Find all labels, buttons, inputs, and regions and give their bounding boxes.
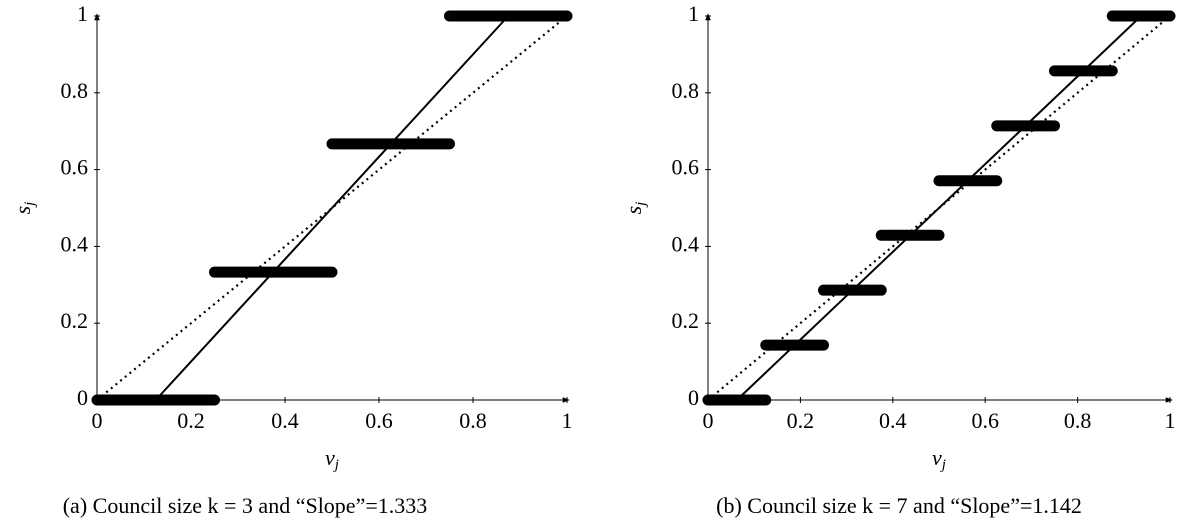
y-tick-label: 0.8 <box>672 78 700 103</box>
y-tick-label: 0.6 <box>61 155 89 180</box>
y-tick-label: 0 <box>688 385 699 410</box>
series-solid <box>155 15 509 401</box>
axis-label-main: v <box>325 445 335 470</box>
series-dotted <box>96 15 568 401</box>
y-tick-label: 1 <box>688 1 699 26</box>
axis-label: vj <box>932 445 946 473</box>
axis-label-sub: j <box>333 457 339 473</box>
axis-label-sub: j <box>22 202 38 208</box>
y-tick-label: 0 <box>77 385 88 410</box>
axis-label: sj <box>10 202 38 215</box>
y-tick-label: 0.2 <box>61 308 89 333</box>
caption: (a) Council size k = 3 and “Slope”=1.333 <box>63 493 428 518</box>
x-tick-label: 0.4 <box>879 408 907 433</box>
y-tick-label: 0.2 <box>672 308 700 333</box>
axis-label-main: s <box>621 206 646 215</box>
y-tick-label: 0.4 <box>672 231 700 256</box>
axis-label-main: v <box>932 445 942 470</box>
x-tick-label: 1 <box>562 408 573 433</box>
axis-label-sub: j <box>633 202 649 208</box>
y-tick-label: 0.6 <box>672 155 700 180</box>
y-tick-label: 1 <box>77 1 88 26</box>
axis-label: vj <box>325 445 339 473</box>
x-tick-label: 0 <box>703 408 714 433</box>
caption: (b) Council size k = 7 and “Slope”=1.142 <box>716 493 1082 518</box>
x-tick-label: 0.6 <box>365 408 393 433</box>
axis-label-main: s <box>10 206 35 215</box>
axis-label-sub: j <box>940 457 946 473</box>
x-tick-label: 0.8 <box>1064 408 1092 433</box>
x-tick-label: 1 <box>1165 408 1176 433</box>
axis-label: sj <box>621 202 649 215</box>
x-tick-label: 0.2 <box>177 408 205 433</box>
x-tick-label: 0.4 <box>271 408 299 433</box>
x-tick-label: 0.8 <box>459 408 487 433</box>
y-tick-label: 0.4 <box>61 231 89 256</box>
y-tick-label: 0.8 <box>61 78 89 103</box>
x-tick-label: 0 <box>92 408 103 433</box>
series-dotted <box>707 15 1171 401</box>
x-tick-label: 0.6 <box>971 408 999 433</box>
x-tick-label: 0.2 <box>787 408 815 433</box>
